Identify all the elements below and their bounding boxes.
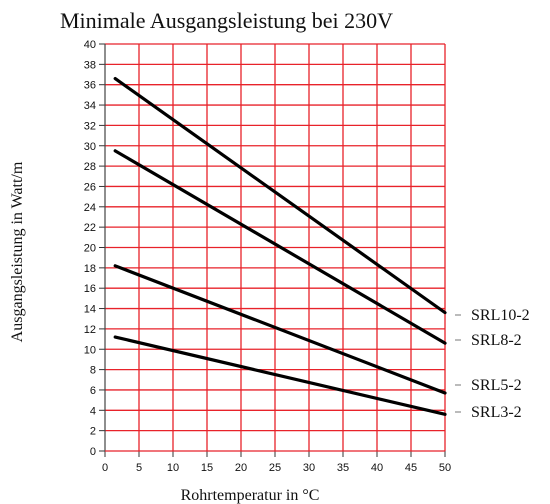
y-tick-label: 26 [84,181,96,193]
grid [105,43,446,451]
x-tick-labels: 0 5 10 15 20 25 30 35 40 45 50 [102,462,451,474]
y-tick-label: 40 [84,39,96,51]
axes [99,43,446,457]
y-tick-label: 28 [84,161,96,173]
series-line-srl5-2 [113,264,447,395]
y-tick-label: 34 [84,100,96,112]
y-tick-label: 8 [90,365,96,377]
x-tick-label: 50 [439,462,451,474]
x-tick-label: 20 [235,462,247,474]
y-axis-label: Ausgangsleistung in Watt/m [9,161,26,342]
y-tick-label: 20 [84,243,96,255]
y-tick-label: 4 [90,405,96,417]
series-label-srl5-2: SRL5-2 [471,377,522,394]
chart-title: Minimale Ausgangsleistung bei 230V [60,8,393,33]
x-tick-label: 30 [303,462,315,474]
x-tick-label: 10 [167,462,179,474]
x-tick-label: 15 [201,462,213,474]
series-line-srl8-2 [113,149,447,345]
y-tick-label: 36 [84,80,96,92]
series-label-srl10-2: SRL10-2 [471,307,530,324]
y-tick-label: 16 [84,283,96,295]
series-label-srl8-2: SRL8-2 [471,332,522,349]
x-tick-label: 0 [102,462,108,474]
y-tick-label: 22 [84,222,96,234]
y-tick-label: 6 [90,385,96,397]
x-tick-label: 5 [136,462,142,474]
x-axis-label: Rohrtemperatur in °C [181,487,320,504]
series-labels: SRL10-2 SRL8-2 SRL5-2 SRL3-2 [455,307,530,421]
y-tick-label: 2 [90,426,96,438]
y-tick-label: 24 [84,202,96,214]
y-tick-label: 14 [84,304,96,316]
series-line-srl3-2 [113,335,447,416]
x-tick-label: 40 [371,462,383,474]
series-lines [113,76,447,416]
series-line-srl10-2 [113,76,447,315]
x-tick-label: 25 [269,462,281,474]
x-tick-label: 45 [405,462,417,474]
y-tick-label: 18 [84,263,96,275]
y-tick-label: 10 [84,344,96,356]
y-tick-label: 12 [84,324,96,336]
series-label-srl3-2: SRL3-2 [471,404,522,421]
y-tick-label: 32 [84,120,96,132]
y-tick-label: 38 [84,59,96,71]
y-tick-label: 0 [90,446,96,458]
y-tick-label: 30 [84,141,96,153]
x-tick-label: 35 [337,462,349,474]
